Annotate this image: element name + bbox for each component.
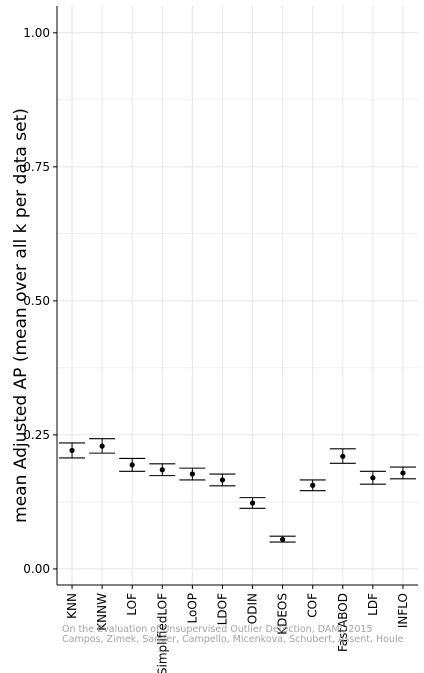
mean-point [99, 443, 105, 449]
x-tick-label: INFLO [396, 593, 410, 628]
grid-lines [57, 6, 418, 585]
y-tick-labels: 0.00 0.25 0.50 0.75 1.00 [23, 26, 50, 576]
mean-point [370, 475, 376, 481]
x-tick-labels: KNN KNNW LOF SimplifiedLOF LoOP LDOF ODIN KDEOS… [65, 593, 410, 673]
mean-point [400, 470, 406, 476]
y-tick-label: 1.00 [23, 26, 50, 40]
watermark-line-2: Campos, Zimek, Sander, Campello, Micenko… [62, 634, 404, 645]
plot-panel [57, 6, 418, 585]
x-tick-label: KNN [65, 593, 79, 619]
mean-point [310, 482, 316, 488]
x-tick-label: COF [306, 593, 320, 618]
y-tick-label: 0.75 [23, 160, 50, 174]
mean-point [159, 467, 165, 473]
mean-point [189, 471, 195, 477]
axes [53, 6, 418, 589]
x-tick-label: FastABOD [336, 593, 350, 652]
x-tick-label: LoOP [185, 593, 199, 624]
mean-point [340, 453, 346, 459]
x-tick-label: SimplifiedLOF [155, 593, 169, 673]
x-tick-label: LDF [366, 593, 380, 616]
watermark-line-1: On the Evaluation of Unsupervised Outlie… [62, 624, 373, 635]
mean-point [280, 536, 286, 543]
mean-point [129, 462, 135, 468]
x-tick-label: LDOF [215, 593, 229, 625]
x-tick-label: LOF [125, 593, 139, 616]
y-tick-label: 0.50 [23, 294, 50, 308]
x-tick-label: ODIN [246, 593, 260, 624]
watermark: On the Evaluation of Unsupervised Outlie… [62, 624, 404, 645]
mean-point [219, 477, 226, 483]
x-tick-label: KNNW [95, 593, 109, 631]
y-tick-label: 0.25 [23, 428, 50, 442]
x-tick-label: KDEOS [276, 593, 290, 635]
error-bars [59, 438, 416, 543]
mean-point [69, 447, 75, 454]
mean-point [249, 500, 256, 506]
y-axis-title: mean Adjusted AP (mean over all k per da… [11, 108, 31, 523]
y-tick-label: 0.00 [23, 562, 50, 576]
